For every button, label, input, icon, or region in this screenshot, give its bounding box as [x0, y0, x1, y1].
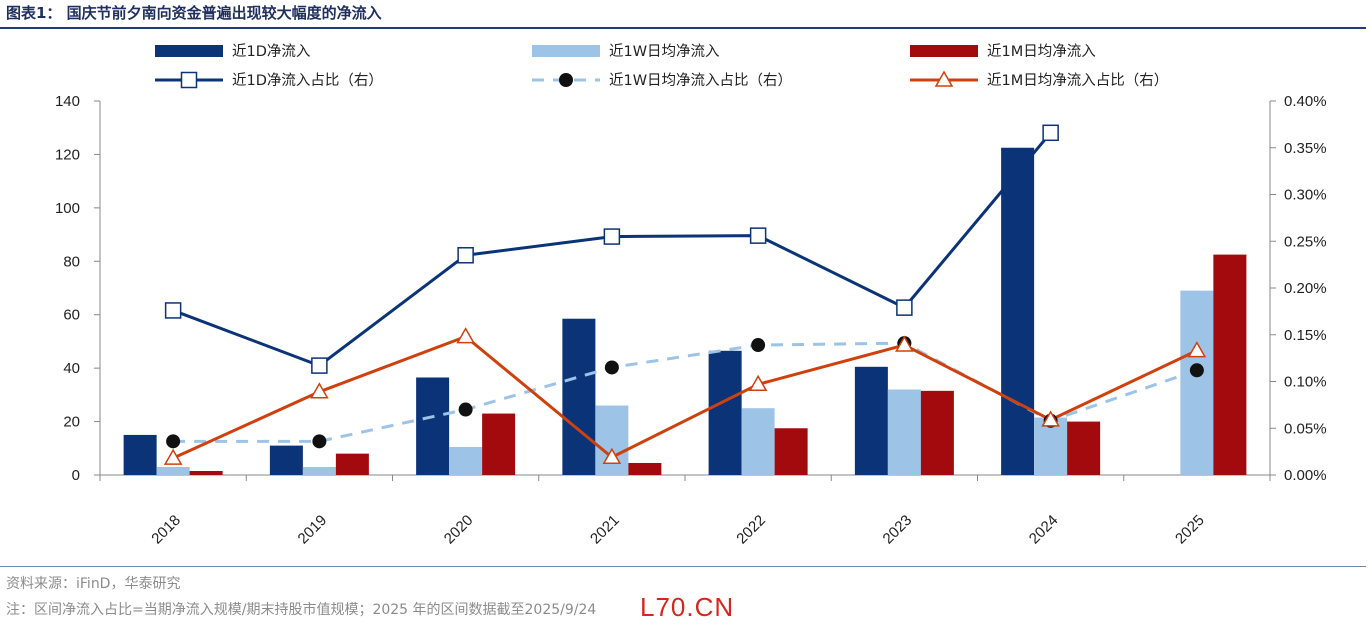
- y2-tick-label: 0.35%: [1284, 140, 1327, 157]
- point: [749, 227, 767, 244]
- point: [312, 434, 327, 449]
- x-tick-label: 2018: [148, 512, 184, 548]
- bars: [123, 147, 1247, 475]
- point: [896, 299, 913, 316]
- bar: [482, 413, 516, 475]
- series-line: [172, 131, 1052, 368]
- bar: [920, 390, 954, 475]
- y2-tick-label: 0.05%: [1284, 420, 1327, 437]
- bar: [123, 434, 157, 475]
- y2-tick-label: 0.00%: [1284, 467, 1327, 484]
- bar: [595, 405, 629, 475]
- legend-swatch: [532, 45, 600, 57]
- chart-title: 图表1： 国庆节前夕南向资金普遍出现较大幅度的净流入: [6, 4, 382, 22]
- y-tick-label: 80: [63, 253, 80, 270]
- axes: 0 20 40 60 80 100 120 140 0.00% 0.05% 0.10% 0.15% 0.…: [55, 93, 1327, 547]
- point: [180, 71, 198, 89]
- point: [748, 374, 768, 392]
- point: [1189, 363, 1204, 378]
- footnote: 注：区间净流入占比=当期净流入规模/期末持股市值规模；2025 年的区间数据截至…: [6, 602, 597, 618]
- x-tick-label: 2019: [295, 512, 331, 548]
- point: [604, 360, 619, 375]
- point: [164, 302, 182, 319]
- point: [602, 447, 622, 464]
- point: [603, 228, 621, 245]
- point: [751, 338, 766, 353]
- y-tick-label: 20: [63, 414, 80, 431]
- point: [458, 402, 473, 417]
- y2-tick-label: 0.30%: [1284, 187, 1327, 204]
- bar: [156, 466, 190, 475]
- y-tick-label: 60: [63, 307, 80, 324]
- bar: [708, 350, 742, 475]
- y-tick-label: 140: [55, 93, 80, 110]
- bar: [1213, 254, 1247, 475]
- lines: [163, 124, 1207, 465]
- bar: [416, 377, 450, 475]
- bar: [449, 446, 483, 475]
- y-tick-label: 0: [72, 467, 80, 484]
- x-tick-label: 2022: [733, 512, 769, 548]
- bar: [335, 453, 369, 475]
- bar: [189, 470, 223, 475]
- point: [163, 448, 183, 465]
- series-line: [172, 335, 1198, 460]
- legend-label: 近1M日均净流入: [987, 43, 1096, 60]
- bar: [1001, 147, 1035, 475]
- y2-tick-label: 0.20%: [1284, 280, 1327, 297]
- point: [895, 335, 914, 352]
- source-note: 资料来源：iFinD，华泰研究: [6, 576, 181, 592]
- bar: [774, 428, 808, 475]
- point: [166, 434, 181, 449]
- x-tick-label: 2021: [587, 512, 623, 548]
- y2-tick-label: 0.40%: [1284, 93, 1327, 110]
- point: [456, 327, 475, 344]
- bar: [269, 445, 303, 475]
- bar: [854, 366, 888, 475]
- bar: [1067, 421, 1101, 475]
- legend-label: 近1W日均净流入占比（右）: [609, 72, 792, 89]
- x-tick-label: 2023: [880, 512, 916, 548]
- title-divider: [0, 27, 1366, 29]
- watermark: L70.CN: [640, 592, 735, 622]
- x-tick-label: 2024: [1026, 512, 1062, 548]
- y2-tick-label: 0.10%: [1284, 374, 1327, 391]
- point: [559, 73, 573, 87]
- legend-label: 近1D净流入: [232, 43, 310, 60]
- point: [1187, 341, 1207, 358]
- bar: [628, 462, 662, 475]
- legend-label: 近1M日均净流入占比（右）: [987, 72, 1168, 89]
- bar: [1180, 290, 1214, 475]
- series-line: [173, 341, 1198, 443]
- y-tick-label: 100: [55, 200, 80, 217]
- point: [1042, 124, 1059, 142]
- y2-tick-label: 0.15%: [1284, 327, 1327, 344]
- bar: [562, 318, 596, 475]
- point: [311, 357, 328, 374]
- point: [310, 382, 329, 399]
- point: [934, 70, 954, 87]
- y2-tick-label: 0.25%: [1284, 233, 1327, 250]
- legend-swatch: [155, 45, 223, 57]
- point: [457, 247, 474, 264]
- y-tick-label: 120: [55, 146, 80, 163]
- x-tick-label: 2025: [1172, 512, 1208, 548]
- bar: [302, 466, 336, 475]
- y-tick-label: 40: [63, 360, 80, 377]
- legend-label: 近1W日均净流入: [609, 43, 720, 60]
- footer-divider: [0, 566, 1366, 567]
- legend-label: 近1D净流入占比（右）: [232, 72, 383, 89]
- bar: [741, 408, 775, 475]
- legend-swatch: [910, 45, 978, 57]
- bar: [887, 389, 921, 475]
- x-tick-label: 2020: [441, 512, 477, 548]
- point: [1041, 410, 1060, 427]
